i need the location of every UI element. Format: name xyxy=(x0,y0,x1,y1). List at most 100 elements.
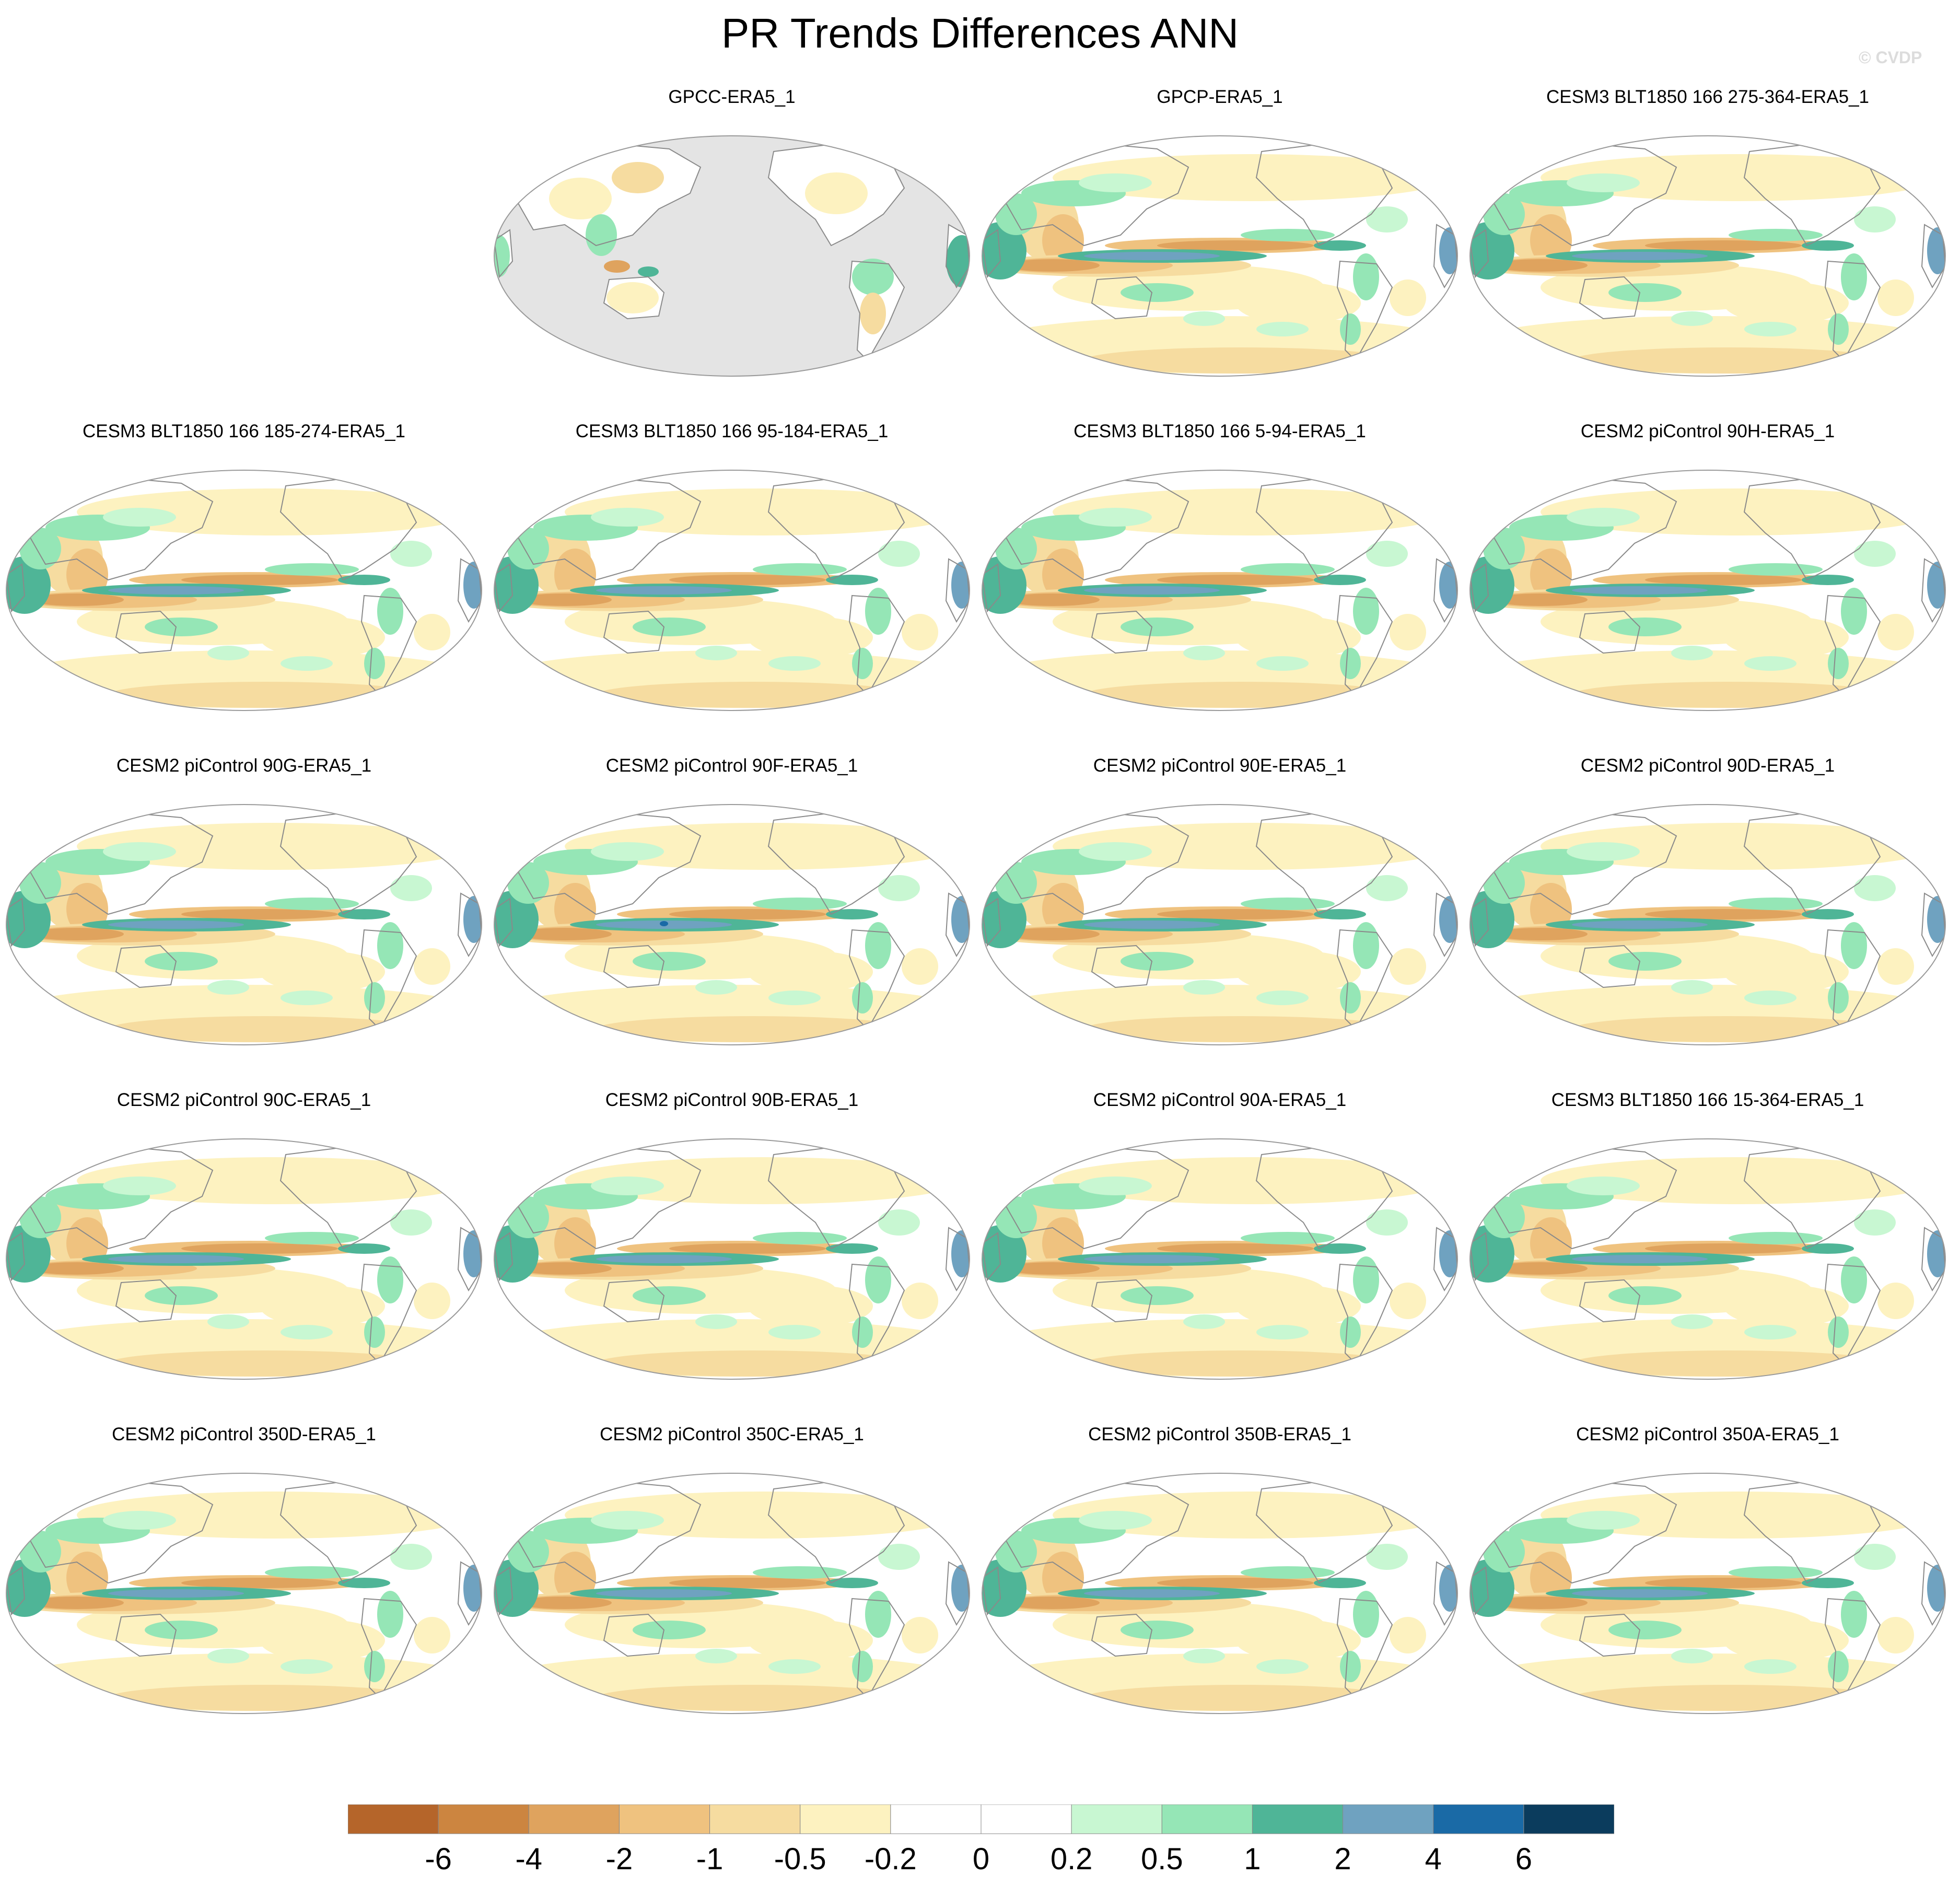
wet-spcz xyxy=(1608,952,1682,971)
colorbar: -6 -4 -2 -1 -0.5 -0.2 0 0.2 0.5 1 2 4 6 xyxy=(348,1804,1614,1883)
colorbar-box xyxy=(1161,1804,1253,1834)
wet-streak xyxy=(1079,508,1152,527)
map-plot xyxy=(1469,804,1946,1045)
panel-title: CESM3 BLT1850 166 275-364-ERA5_1 xyxy=(1546,87,1870,107)
coastline xyxy=(1470,563,1489,613)
dry-band-north xyxy=(77,823,474,870)
wet-patch xyxy=(695,1314,737,1329)
wet-band xyxy=(826,1243,878,1254)
dry-anomaly xyxy=(1877,1283,1914,1319)
wet-anomaly xyxy=(390,1209,432,1236)
dry-band-north xyxy=(1053,823,1450,870)
coastline xyxy=(1470,229,1489,278)
map-border xyxy=(494,804,970,1045)
dry-anomaly xyxy=(612,162,664,193)
dry-band-subtropic xyxy=(1235,282,1361,324)
coastline xyxy=(494,229,514,278)
wet-equator xyxy=(1084,586,1220,595)
map-plot xyxy=(494,1138,970,1380)
dry-band-subtropic xyxy=(1723,1285,1849,1327)
coastline xyxy=(494,1232,514,1282)
map-plot xyxy=(494,1473,970,1714)
wet-anomaly xyxy=(1340,1317,1361,1348)
coastline xyxy=(6,898,26,947)
colorbar-box xyxy=(1071,1804,1162,1834)
wet-equator xyxy=(108,1589,244,1598)
dry-itcz xyxy=(669,909,826,919)
coastline xyxy=(1579,945,1641,988)
wet-streak xyxy=(103,842,176,861)
dry-band-north xyxy=(1541,154,1938,201)
map-plot xyxy=(1469,1473,1946,1714)
wet-equator xyxy=(1084,1255,1220,1263)
dry-tongue xyxy=(1494,928,1588,940)
panel-title: CESM2 piControl 90F-ERA5_1 xyxy=(605,755,858,776)
colorbar-box xyxy=(709,1804,801,1834)
wet-band xyxy=(753,563,847,576)
coastline xyxy=(457,1227,482,1292)
dry-tongue xyxy=(518,593,612,606)
dry-band-south xyxy=(1572,682,1885,708)
dry-anomaly xyxy=(604,260,630,273)
wet-anomaly xyxy=(1340,982,1361,1014)
coastline xyxy=(457,558,482,623)
map-border xyxy=(982,470,1458,711)
coastline xyxy=(1470,1232,1489,1282)
wet-spcz xyxy=(633,1621,706,1639)
wet-patch xyxy=(207,1649,249,1663)
coastline xyxy=(494,563,514,613)
dry-band-south xyxy=(1572,1350,1885,1377)
dry-band-north xyxy=(77,488,474,535)
colorbar-tick-label: -2 xyxy=(605,1842,633,1876)
wet-equator xyxy=(1572,586,1708,595)
wet-band xyxy=(1802,1578,1854,1588)
wet-anomaly xyxy=(390,1544,432,1570)
dry-band-north xyxy=(565,1492,962,1539)
dry-band-south xyxy=(596,1016,909,1042)
dry-anomaly xyxy=(902,948,938,985)
dry-itcz xyxy=(1157,1578,1314,1588)
wet-streak xyxy=(103,508,176,527)
dry-tongue xyxy=(30,593,124,606)
wet-streak xyxy=(1567,842,1640,861)
dry-band-north xyxy=(1053,488,1450,535)
wet-band xyxy=(1241,898,1335,910)
wet-anomaly xyxy=(377,588,403,635)
wet-spcz xyxy=(1121,952,1194,971)
panel-title: CESM2 piControl 350C-ERA5_1 xyxy=(600,1424,864,1445)
dry-anomaly xyxy=(1390,614,1426,650)
dry-itcz xyxy=(1645,1578,1802,1588)
wet-anomaly xyxy=(852,1651,873,1682)
dry-band-subtropic xyxy=(748,1285,873,1327)
wet-patch xyxy=(281,1325,333,1339)
wet-anomaly xyxy=(364,648,385,679)
coastline xyxy=(1433,892,1457,958)
colorbar-box xyxy=(1433,1804,1524,1834)
wet-patch xyxy=(768,656,821,671)
dry-band-south xyxy=(596,682,909,708)
wet-patch xyxy=(1256,1325,1309,1339)
dry-band-south xyxy=(1084,347,1397,374)
map-plot xyxy=(6,1138,482,1380)
map-border xyxy=(6,1138,482,1380)
coastline xyxy=(982,1566,1001,1616)
wet-band xyxy=(1241,229,1335,241)
coastline xyxy=(115,1279,177,1323)
colorbar-tick-label: -6 xyxy=(425,1842,452,1876)
wet-band xyxy=(338,909,390,919)
wet-anomaly xyxy=(1828,982,1849,1014)
panel-title: CESM2 piControl 90H-ERA5_1 xyxy=(1580,421,1835,441)
wet-patch xyxy=(207,980,249,995)
wet-equator xyxy=(1084,252,1220,260)
coastline xyxy=(945,224,970,289)
dry-itcz xyxy=(1645,240,1802,251)
coastline xyxy=(945,892,970,958)
wet-equator xyxy=(108,1255,244,1263)
wet-patch xyxy=(695,646,737,660)
wet-anomaly xyxy=(1353,253,1379,300)
wet-band xyxy=(826,909,878,919)
map-field xyxy=(494,805,970,1045)
wet-anomaly xyxy=(377,922,403,969)
wet-band xyxy=(1729,563,1823,576)
map-panel: CESM2 piControl 90D-ERA5_1 xyxy=(1464,754,1952,1089)
